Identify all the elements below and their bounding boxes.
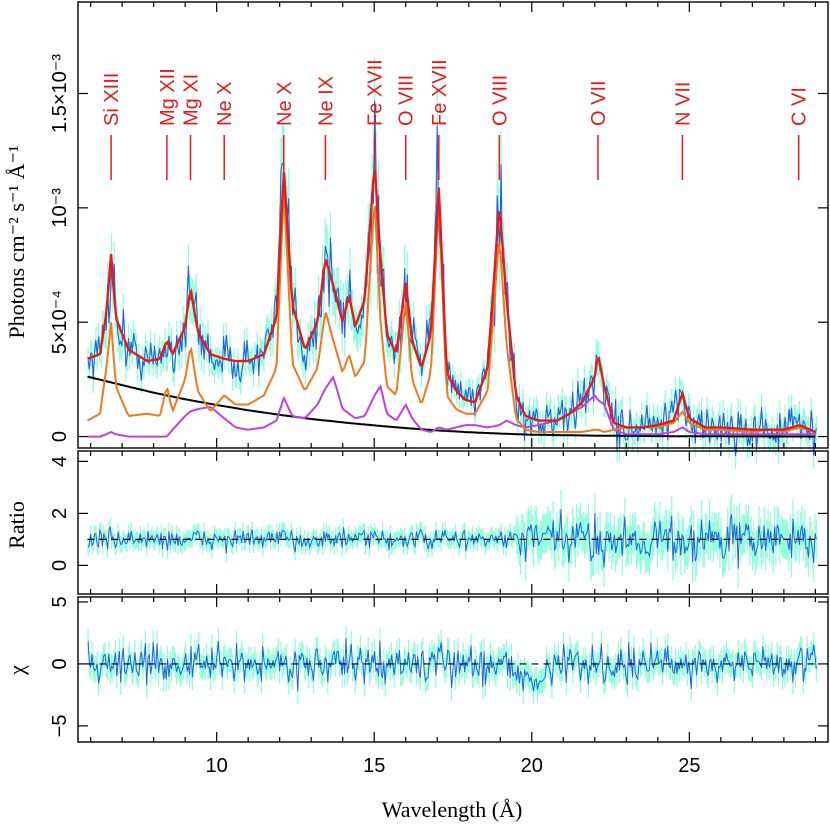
x-tick-label: 10 xyxy=(206,755,228,777)
line-id-label: C VI xyxy=(789,87,811,126)
x-tick-label: 25 xyxy=(678,755,700,777)
y-tick-label: 1.5×10⁻³ xyxy=(49,54,71,133)
ratio-data-series xyxy=(87,509,817,569)
line-id-label: O VIII xyxy=(396,75,418,126)
y-tick-label: 5 xyxy=(49,596,71,607)
total-model-series xyxy=(87,169,816,434)
line-id-label: Fe XVII xyxy=(429,59,451,126)
line-id-label: O VII xyxy=(588,80,610,126)
y-tick-label: 0 xyxy=(49,658,71,669)
line-id-label: Ne X xyxy=(274,82,296,126)
residuals-ylabel: χ xyxy=(4,665,29,676)
y-tick-label: 10⁻³ xyxy=(49,188,71,228)
x-tick-label: 15 xyxy=(363,755,385,777)
residual-data-series xyxy=(87,637,817,692)
line-id-group: Si XIII Mg XII Mg XI Ne X Ne X Ne IX Fe XVII O … xyxy=(101,59,811,180)
line-id-label: N VII xyxy=(672,82,694,126)
line-id-label: Mg XII xyxy=(157,68,179,126)
continuum-series xyxy=(87,375,816,438)
residual-error-bars xyxy=(87,625,817,704)
y-tick-label: 0 xyxy=(49,431,71,442)
line-id-label: O VIII xyxy=(489,75,511,126)
y-tick-label: −5 xyxy=(49,714,71,737)
line-id-label: Ne IX xyxy=(315,76,337,126)
line-id-label: Fe XVII xyxy=(365,59,387,126)
y-tick-label: 5×10⁻⁴ xyxy=(49,290,71,354)
y-tick-label: 0 xyxy=(49,560,71,571)
spectrum-ylabel: Photons cm⁻² s⁻¹ Å⁻¹ xyxy=(4,145,29,338)
line-id-label: Si XIII xyxy=(101,73,123,126)
line-id-label: Mg XI xyxy=(181,74,203,126)
panel-frame-spectrum xyxy=(77,1,829,449)
line-id-label: Ne X xyxy=(214,82,236,126)
x-tick-label: 20 xyxy=(521,755,543,777)
y-tick-label: 2 xyxy=(49,508,71,519)
ratio-ylabel: Ratio xyxy=(4,501,29,549)
orange-component-series xyxy=(87,189,816,434)
y-tick-label: 4 xyxy=(49,456,71,467)
panel-frame-residuals xyxy=(77,596,829,743)
panel-frame-ratio xyxy=(77,450,829,595)
x-axis-title: Wavelength (Å) xyxy=(382,797,523,822)
chart-marks: Si XIII Mg XII Mg XI Ne X Ne X Ne IX Fe XVII O … xyxy=(49,1,829,777)
